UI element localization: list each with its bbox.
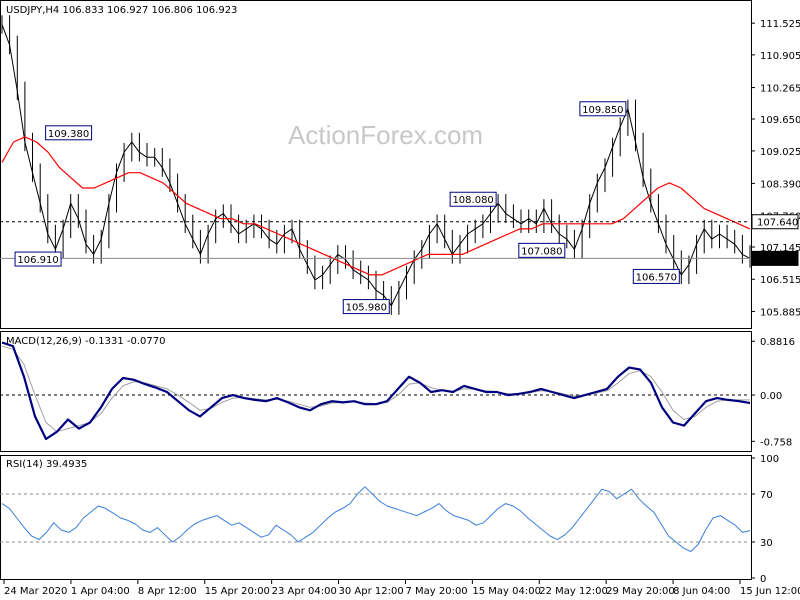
price-line [1, 24, 751, 307]
x-tick-label: 22 May 12:00 [539, 586, 608, 597]
x-tick-label: 8 Apr 12:00 [138, 586, 197, 597]
y-tick-label: 108.390 [760, 179, 800, 190]
macd-signal-line [1, 345, 750, 433]
rsi-y-tick-label: 100 [760, 454, 779, 465]
x-tick-label: 24 Mar 2020 [4, 586, 67, 597]
rsi-y-tick-label: 0 [760, 574, 766, 585]
macd-line [1, 341, 751, 441]
y-tick-label: 106.515 [760, 275, 800, 286]
macd-title: MACD(12,26,9) -0.1331 -0.0770 [6, 336, 166, 347]
price-annotation-box [579, 101, 627, 117]
price-box-label: 107.640 [757, 218, 798, 229]
macd-y-tick-label: 0.00 [760, 391, 782, 402]
x-tick-label: 29 May 20:00 [606, 586, 675, 597]
price-annotation-box [14, 251, 62, 267]
macd-plot [0, 341, 751, 441]
y-tick-label: 110.265 [760, 84, 800, 95]
x-tick-label: 15 May 04:00 [472, 586, 541, 597]
price-annotation-box [632, 268, 680, 284]
x-tick-label: 8 Jun 04:00 [673, 586, 730, 597]
rsi-panel [0, 455, 752, 580]
macd-panel [0, 331, 752, 452]
price-box [751, 214, 799, 230]
price-annotation-box [342, 299, 390, 315]
price-annotation-box [45, 125, 93, 141]
main-panel [0, 0, 752, 329]
y-tick-label: 111.525 [760, 19, 800, 30]
x-tick-label: 7 May 20:00 [405, 586, 467, 597]
y-tick-label: 110.905 [760, 51, 800, 62]
price-annotation-box [518, 242, 566, 258]
price-annotation: 106.570 [636, 272, 677, 283]
y-tick-label: 109.025 [760, 147, 800, 158]
price-annotation: 109.380 [48, 129, 89, 140]
rsi-y-tick-label: 30 [760, 538, 773, 549]
price-plot: 109.380 106.910 105.980 108.080 107.080 109.8… [0, 15, 751, 315]
axes: 111.525 110.905 110.265 109.650 109.025 108.3… [3, 19, 800, 597]
x-tick-label: 30 Apr 12:00 [339, 586, 404, 597]
price-box [751, 250, 799, 266]
moving-average-line [1, 136, 751, 276]
y-tick-label: 105.885 [760, 307, 800, 318]
price-annotation: 105.980 [346, 303, 387, 314]
price-annotation: 109.850 [582, 105, 623, 116]
price-annotation: 107.080 [521, 246, 562, 257]
price-box-label: 106.923 [757, 254, 798, 265]
x-tick-label: 15 Apr 20:00 [205, 586, 270, 597]
price-annotation: 106.910 [17, 255, 58, 266]
rsi-plot [0, 486, 751, 553]
price-annotation-box [449, 191, 497, 207]
price-annotation: 108.080 [452, 195, 493, 206]
macd-y-tick-label: 0.8816 [760, 337, 795, 348]
x-tick-label: 1 Apr 04:00 [71, 586, 130, 597]
y-tick-label: 109.650 [760, 115, 800, 126]
y-tick-label: 107.145 [760, 243, 800, 254]
x-tick-label: 23 Apr 04:00 [272, 586, 337, 597]
x-tick-label: 15 Jun 12:00 [740, 586, 800, 597]
main-title: USDJPY,H4 106.833 106.927 106.806 106.92… [6, 5, 237, 16]
rsi-y-tick-label: 70 [760, 490, 773, 501]
macd-y-tick-label: -0.758 [760, 437, 792, 448]
rsi-line [1, 486, 751, 553]
watermark: ActionForex.com [288, 120, 483, 150]
rsi-title: RSI(14) 39.4935 [6, 459, 87, 470]
